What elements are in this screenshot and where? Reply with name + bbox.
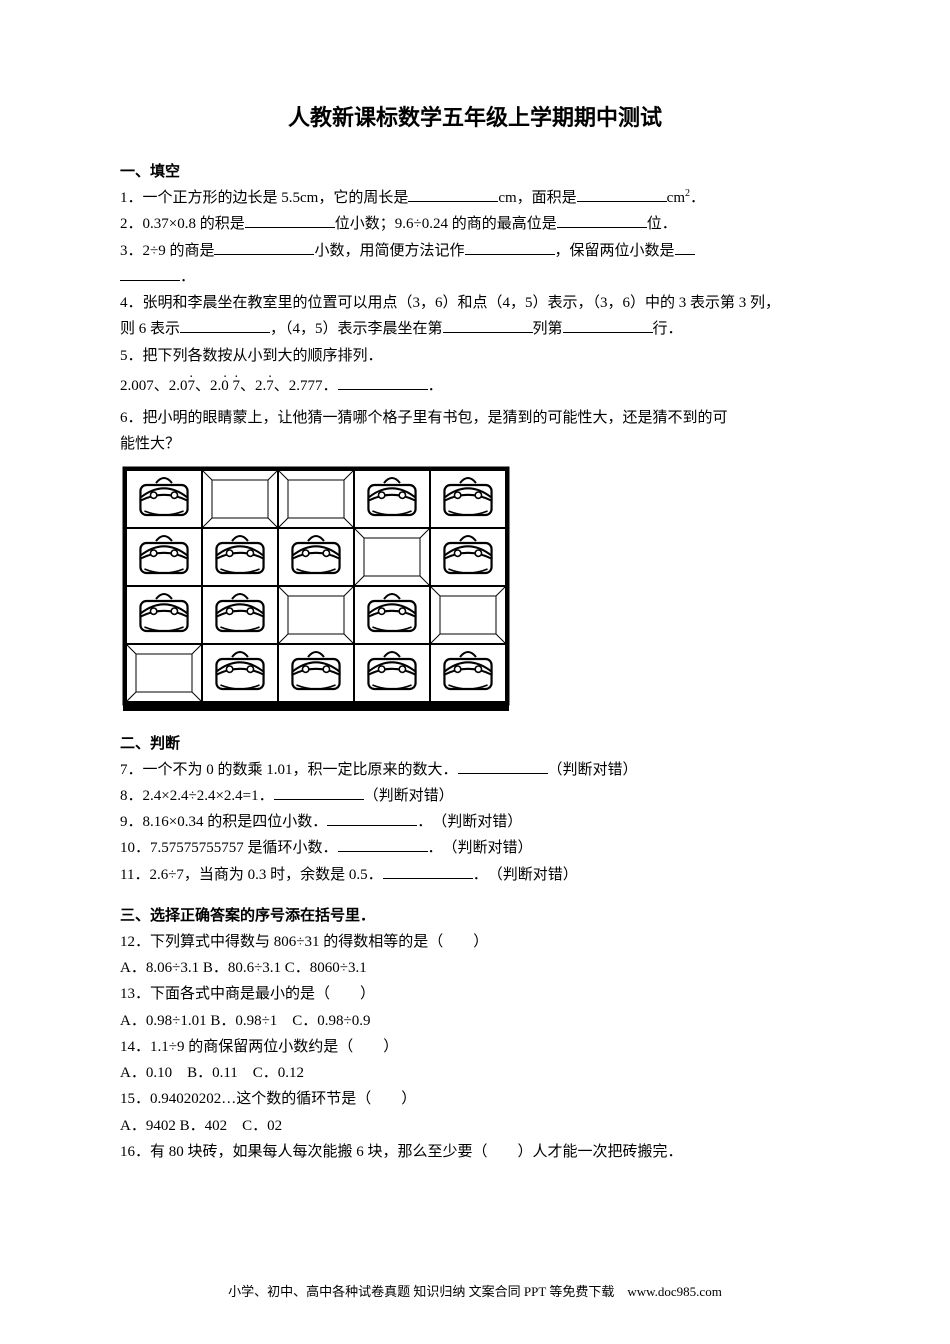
section3-header: 三、选择正确答案的序号添在括号里． bbox=[120, 904, 830, 925]
q7b: （判断对错） bbox=[548, 762, 638, 778]
q1-text-d: ． bbox=[690, 190, 705, 206]
q4-text-b: 则 6 表示 bbox=[120, 321, 180, 337]
q1-blank2[interactable] bbox=[577, 186, 667, 202]
q2-blank1[interactable] bbox=[245, 212, 335, 228]
q4-blank1[interactable] bbox=[180, 317, 270, 333]
q5b-m3: 、2. bbox=[240, 378, 266, 394]
q5b-d1: 7 bbox=[188, 378, 196, 394]
q10a: 10．7.57575755757 是循环小数． bbox=[120, 840, 338, 856]
q5c: ． bbox=[428, 378, 443, 394]
q14: 14．1.1÷9 的商保留两位小数约是（ ） bbox=[120, 1034, 830, 1060]
q9-blank[interactable] bbox=[327, 810, 417, 826]
q6b: 能性大？ bbox=[120, 431, 830, 457]
q5b-m4: 、2.777． bbox=[274, 378, 338, 394]
exam-page: 人教新课标数学五年级上学期期中测试 一、填空 1．一个正方形的边长是 5.5cm… bbox=[0, 0, 950, 1344]
q2-text-b: 位小数；9.6÷0.24 的商的最高位是 bbox=[335, 216, 557, 232]
q3-text-b: 小数，用简便方法记作 bbox=[314, 243, 464, 259]
q9b: ． （判断对错） bbox=[417, 814, 522, 830]
q13opts: A．0.98÷1.01 B．0.98÷1 C．0.98÷0.9 bbox=[120, 1008, 830, 1034]
q1-text-b: cm，面积是 bbox=[498, 190, 576, 206]
q1-blank1[interactable] bbox=[408, 186, 498, 202]
q3-text-a: 3．2÷9 的商是 bbox=[120, 243, 214, 259]
section2-header: 二、判断 bbox=[120, 732, 830, 753]
q7a: 7．一个不为 0 的数乘 1.01，积一定比原来的数大． bbox=[120, 762, 458, 778]
q12opts: A．8.06÷3.1 B．80.6÷3.1 C．8060÷3.1 bbox=[120, 955, 830, 981]
q10b: ． （判断对错） bbox=[428, 840, 533, 856]
q14opts: A．0.10 B．0.11 C．0.12 bbox=[120, 1060, 830, 1086]
cabinet-svg bbox=[120, 464, 512, 718]
q5b-m2 bbox=[229, 378, 233, 394]
q5b-m1: 、2. bbox=[195, 378, 221, 394]
q7-blank[interactable] bbox=[458, 758, 548, 774]
q11b: ． （判断对错） bbox=[473, 867, 578, 883]
q11: 11．2.6÷7，当商为 0.3 时，余数是 0.5． ． （判断对错） bbox=[120, 862, 830, 888]
q4a: 4．张明和李晨坐在教室里的位置可以用点（3，6）和点（4，5）表示，（3，6）中… bbox=[120, 290, 830, 316]
page-footer: 小学、初中、高中各种试卷真题 知识归纳 文案合同 PPT 等免费下载 www.d… bbox=[0, 1281, 950, 1300]
q5a: 5．把下列各数按从小到大的顺序排列． bbox=[120, 343, 830, 369]
q1-text-c: cm bbox=[667, 190, 685, 206]
q4-blank2[interactable] bbox=[443, 317, 533, 333]
q8-blank[interactable] bbox=[274, 784, 364, 800]
q2-blank2[interactable] bbox=[557, 212, 647, 228]
q5b-d2: 0 bbox=[221, 378, 229, 394]
q3-blank2[interactable] bbox=[465, 239, 555, 255]
q4-text-e: 行． bbox=[653, 321, 683, 337]
q16: 16．有 80 块砖，如果每人每次能搬 6 块，那么至少要（ ）人才能一次把砖搬… bbox=[120, 1139, 830, 1165]
q3-blank3a[interactable] bbox=[675, 239, 695, 255]
section1-header: 一、填空 bbox=[120, 160, 830, 181]
q10: 10．7.57575755757 是循环小数． ． （判断对错） bbox=[120, 835, 830, 861]
q8a: 8．2.4×2.4÷2.4×2.4=1． bbox=[120, 788, 274, 804]
q10-blank[interactable] bbox=[338, 836, 428, 852]
q3-text-d: ． bbox=[180, 269, 195, 285]
q4-text-d: 列第 bbox=[533, 321, 563, 337]
q5b-d4: 7 bbox=[266, 378, 274, 394]
q6a: 6．把小明的眼睛蒙上，让他猜一猜哪个格子里有书包，是猜到的可能性大，还是猜不到的… bbox=[120, 405, 830, 431]
q7: 7．一个不为 0 的数乘 1.01，积一定比原来的数大． （判断对错） bbox=[120, 757, 830, 783]
q15: 15．0.94020202…这个数的循环节是（ ） bbox=[120, 1086, 830, 1112]
q5b-pre: 2.007、2.0 bbox=[120, 378, 188, 394]
q11-blank[interactable] bbox=[383, 863, 473, 879]
page-title: 人教新课标数学五年级上学期期中测试 bbox=[120, 100, 830, 132]
q3-cont: ． bbox=[120, 264, 830, 290]
q5-blank[interactable] bbox=[338, 374, 428, 390]
q8b: （判断对错） bbox=[364, 788, 454, 804]
q3: 3．2÷9 的商是 小数，用简便方法记作 ，保留两位小数是 bbox=[120, 238, 830, 264]
q3-text-c: ，保留两位小数是 bbox=[555, 243, 675, 259]
q9: 9．8.16×0.34 的积是四位小数． ． （判断对错） bbox=[120, 809, 830, 835]
q9a: 9．8.16×0.34 的积是四位小数． bbox=[120, 814, 327, 830]
q2-text-a: 2．0.37×0.8 的积是 bbox=[120, 216, 245, 232]
q2: 2．0.37×0.8 的积是 位小数；9.6÷0.24 的商的最高位是 位． bbox=[120, 211, 830, 237]
q2-text-c: 位． bbox=[647, 216, 677, 232]
q11a: 11．2.6÷7，当商为 0.3 时，余数是 0.5． bbox=[120, 867, 383, 883]
q1-text-a: 1．一个正方形的边长是 5.5cm，它的周长是 bbox=[120, 190, 408, 206]
q12: 12．下列算式中得数与 806÷31 的得数相等的是（ ） bbox=[120, 929, 830, 955]
q5b: 2.007、2.07、2.0 7、2.7、2.777．． bbox=[120, 373, 830, 399]
q4-text-c: ，（4，5）表示李晨坐在第 bbox=[270, 321, 443, 337]
q15opts: A．9402 B．402 C．02 bbox=[120, 1113, 830, 1139]
q4-blank3[interactable] bbox=[563, 317, 653, 333]
q4b-line: 则 6 表示 ，（4，5）表示李晨坐在第 列第 行． bbox=[120, 316, 830, 342]
q1: 1．一个正方形的边长是 5.5cm，它的周长是cm，面积是cm2． bbox=[120, 185, 830, 211]
q8: 8．2.4×2.4÷2.4×2.4=1． （判断对错） bbox=[120, 783, 830, 809]
q3-blank1[interactable] bbox=[214, 239, 314, 255]
q13: 13．下面各式中商是最小的是（ ） bbox=[120, 981, 830, 1007]
cabinet-diagram bbox=[120, 464, 830, 718]
q3-blank3b[interactable] bbox=[120, 265, 180, 281]
q5b-d3: 7 bbox=[233, 378, 241, 394]
